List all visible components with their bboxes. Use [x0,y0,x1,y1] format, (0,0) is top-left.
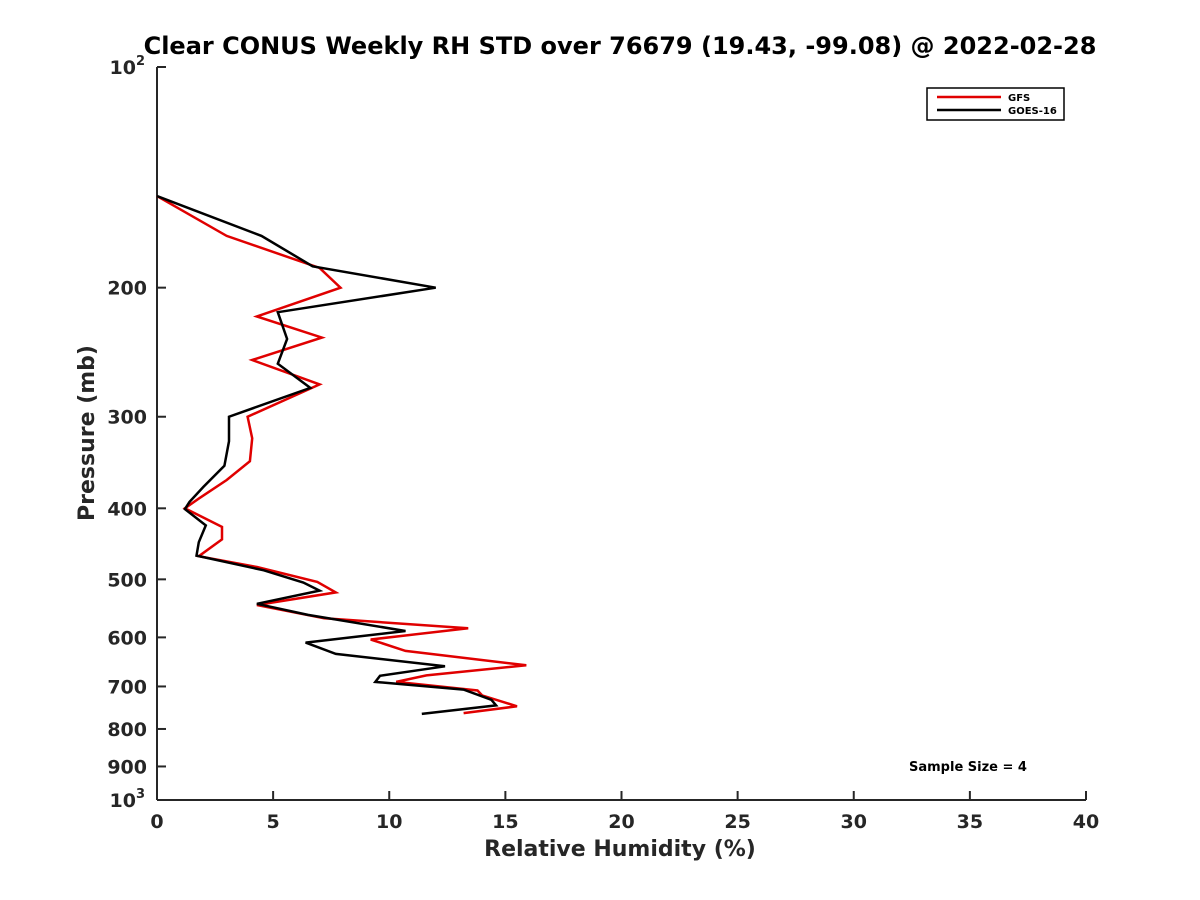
y-tick-label: 300 [107,407,147,429]
tick-marks: 0 5 10 15 20 25 30 35 40 102 200 300 400 500 600 700 800… [107,54,1099,833]
legend-box [926,87,1065,121]
x-tick-label: 25 [724,811,750,833]
series-line-gfs [156,195,527,715]
y-tick-label: 200 [107,278,147,300]
axes [156,67,1086,801]
y-tick-label: 800 [107,719,147,741]
legend: GFS GOES-16 [926,87,1065,121]
y-tick-label: 400 [107,498,147,520]
sample-size-annotation: Sample Size = 4 [909,760,1027,775]
y-tick-label: 102 [110,54,146,79]
y-tick-label: 700 [107,676,147,698]
series-line-goes16 [156,194,499,716]
y-tick-label: 103 [110,787,146,812]
legend-label-goes16: GOES-16 [1008,106,1057,117]
legend-label-gfs: GFS [1008,93,1030,104]
x-tick-label: 10 [376,811,402,833]
chart-title: Clear CONUS Weekly RH STD over 76679 (19… [144,32,1097,60]
y-tick-label: 600 [107,627,147,649]
x-tick-label: 5 [267,811,280,833]
x-tick-label: 20 [608,811,634,833]
y-axis-label: Pressure (mb) [75,345,100,521]
x-tick-label: 30 [841,811,867,833]
y-tick-label: 500 [107,569,147,591]
x-tick-label: 35 [957,811,983,833]
x-axis-label: Relative Humidity (%) [484,837,756,862]
series-layer [156,194,527,716]
x-tick-label: 40 [1073,811,1099,833]
x-tick-label: 15 [492,811,518,833]
x-tick-label: 0 [150,811,163,833]
y-tick-label: 900 [107,756,147,778]
